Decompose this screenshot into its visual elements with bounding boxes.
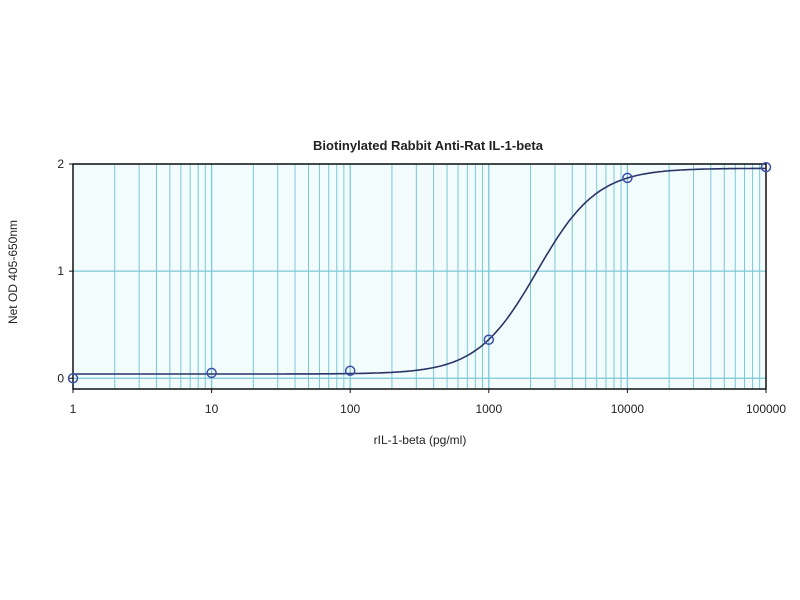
plot-background <box>73 164 766 389</box>
plot-area: 1 10 100 1000 10000 100000 0 1 2 <box>57 157 786 416</box>
data-point <box>483 334 495 345</box>
x-tick-label: 100 <box>340 402 360 416</box>
data-point <box>344 365 356 377</box>
fit-curve <box>73 167 766 375</box>
data-point <box>67 373 79 384</box>
x-tick-label: 10000 <box>611 402 645 416</box>
y-tick-label: 0 <box>57 371 64 385</box>
y-axis-label: Net OD 405-650nm <box>6 220 20 324</box>
x-tick-label: 1000 <box>475 402 502 416</box>
data-point <box>760 161 772 173</box>
x-tick-label: 1 <box>70 402 77 416</box>
x-axis-label: rIL-1-beta (pg/ml) <box>374 433 467 447</box>
x-tick-label: 100000 <box>746 402 786 416</box>
y-tick-label: 2 <box>57 157 64 171</box>
data-point <box>622 172 633 184</box>
chart-title: Biotinylated Rabbit Anti-Rat IL-1-beta <box>313 138 544 153</box>
y-tick-label: 1 <box>57 264 64 278</box>
plot-frame <box>72 163 767 390</box>
data-point <box>206 367 217 379</box>
x-tick-label: 10 <box>205 402 219 416</box>
